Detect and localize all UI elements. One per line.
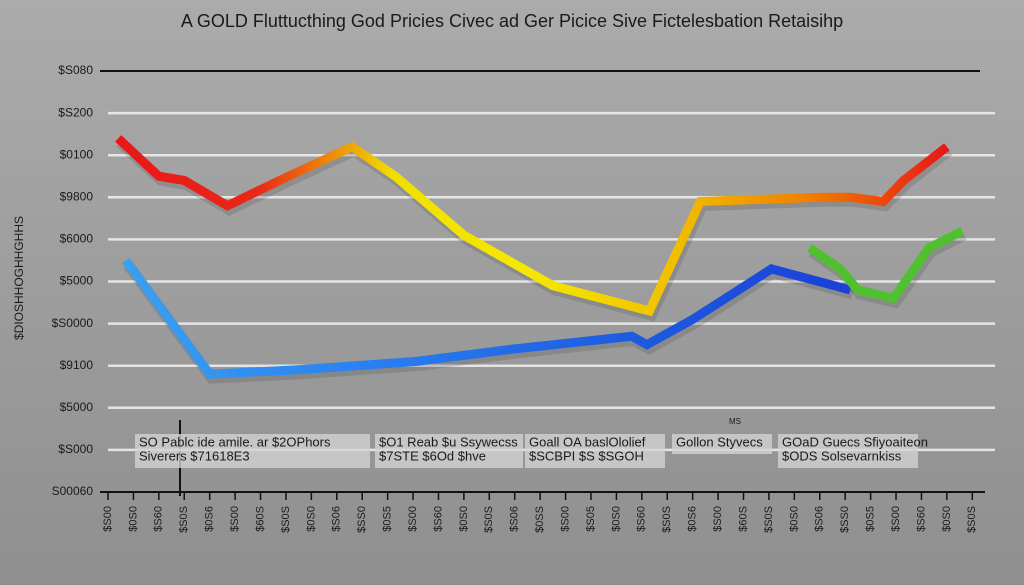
annotation-text: SO Pablc ide amile. ar $2OPhors [139,434,331,449]
x-tick-label: $S0S [280,506,292,533]
small-note: MS [729,417,741,426]
x-tick-label: $S60 [432,506,444,532]
line [807,226,965,304]
x-tick-label: $S05 [585,506,597,532]
x-tick-label: $60S [737,506,749,532]
chart-title: A GOLD Fluttucthing God Pricies Civec ad… [181,11,843,31]
x-tick-label: $S0S [661,506,673,533]
annotation-text: $ODS Solsevarnkiss [782,448,902,463]
annotation-text: $SCBPI $S $SGOH [529,448,644,463]
x-tick-label: $0S0 [127,506,139,532]
annotation-text: Goall OA baslOlolief [529,434,646,449]
y-tick-label: $9100 [60,358,94,372]
x-tick-label: $S0S [483,506,495,533]
annotation-text: Siverers $71618E3 [139,448,250,463]
annotation-text: $7STE $6Od $hve [379,448,486,463]
x-tick-label: $S00 [559,506,571,532]
y-tick-label: $5000 [60,400,94,414]
x-tick-label: $S06 [814,506,826,532]
x-tick-label: $S60 [636,506,648,532]
y-tick-label: $0100 [60,147,94,161]
x-tick-label: $0S5 [865,506,877,532]
x-tick-label: $0S0 [941,506,953,532]
x-tick-label: $S00 [102,506,114,532]
x-tick-label: $0S6 [204,506,216,532]
annotation-text: GOaD Guecs Sfiyoaiteon [782,434,928,449]
y-tick-label: $S080 [58,63,93,77]
x-tick-label: $S00 [407,506,419,532]
y-tick-label: $S0000 [52,316,94,330]
line [115,135,950,317]
y-tick-label: $6000 [60,232,94,246]
x-tick-label: $0SS [534,506,546,533]
y-axis-label: $DIOSHHOGHHGHHS [12,216,26,340]
x-tick-label: $S00 [229,506,241,532]
y-tick-label: $5000 [60,274,94,288]
x-tick-label: $0S5 [382,506,394,532]
x-tick-label: $S06 [509,506,521,532]
x-tick-label: $0S0 [305,506,317,532]
y-tick-label: $9800 [60,189,94,203]
annotation-text: Gollon Styvecs [676,434,763,449]
x-tick-label: $0S0 [458,506,470,532]
x-tick-label: $S0S [178,506,190,533]
x-tick-label: $S60 [153,506,165,532]
x-tick-label: $60S [254,506,266,532]
annotation-box [135,434,370,468]
y-tick-label: $S000 [58,442,93,456]
annotation-box [525,434,665,468]
x-tick-label: $S00 [890,506,902,532]
x-tick-label: $0S6 [687,506,699,532]
x-tick-label: $SS0 [356,506,368,533]
x-tick-label: $S00 [712,506,724,532]
x-tick-label: $S0S [966,506,978,533]
annotation-box [375,434,523,468]
annotation-box [778,434,918,468]
annotation-text: $O1 Reab $u Ssywecss [379,434,518,449]
x-tick-label: $0S0 [788,506,800,532]
y-tick-label: S00060 [52,484,94,498]
x-tick-label: $S0S [763,506,775,533]
x-tick-label: $SS0 [839,506,851,533]
x-tick-label: $S60 [915,506,927,532]
y-tick-label: $S200 [58,105,93,119]
line [122,257,852,379]
x-tick-label: $S06 [331,506,343,532]
annotation-box [672,434,772,454]
x-tick-label: $0S0 [610,506,622,532]
